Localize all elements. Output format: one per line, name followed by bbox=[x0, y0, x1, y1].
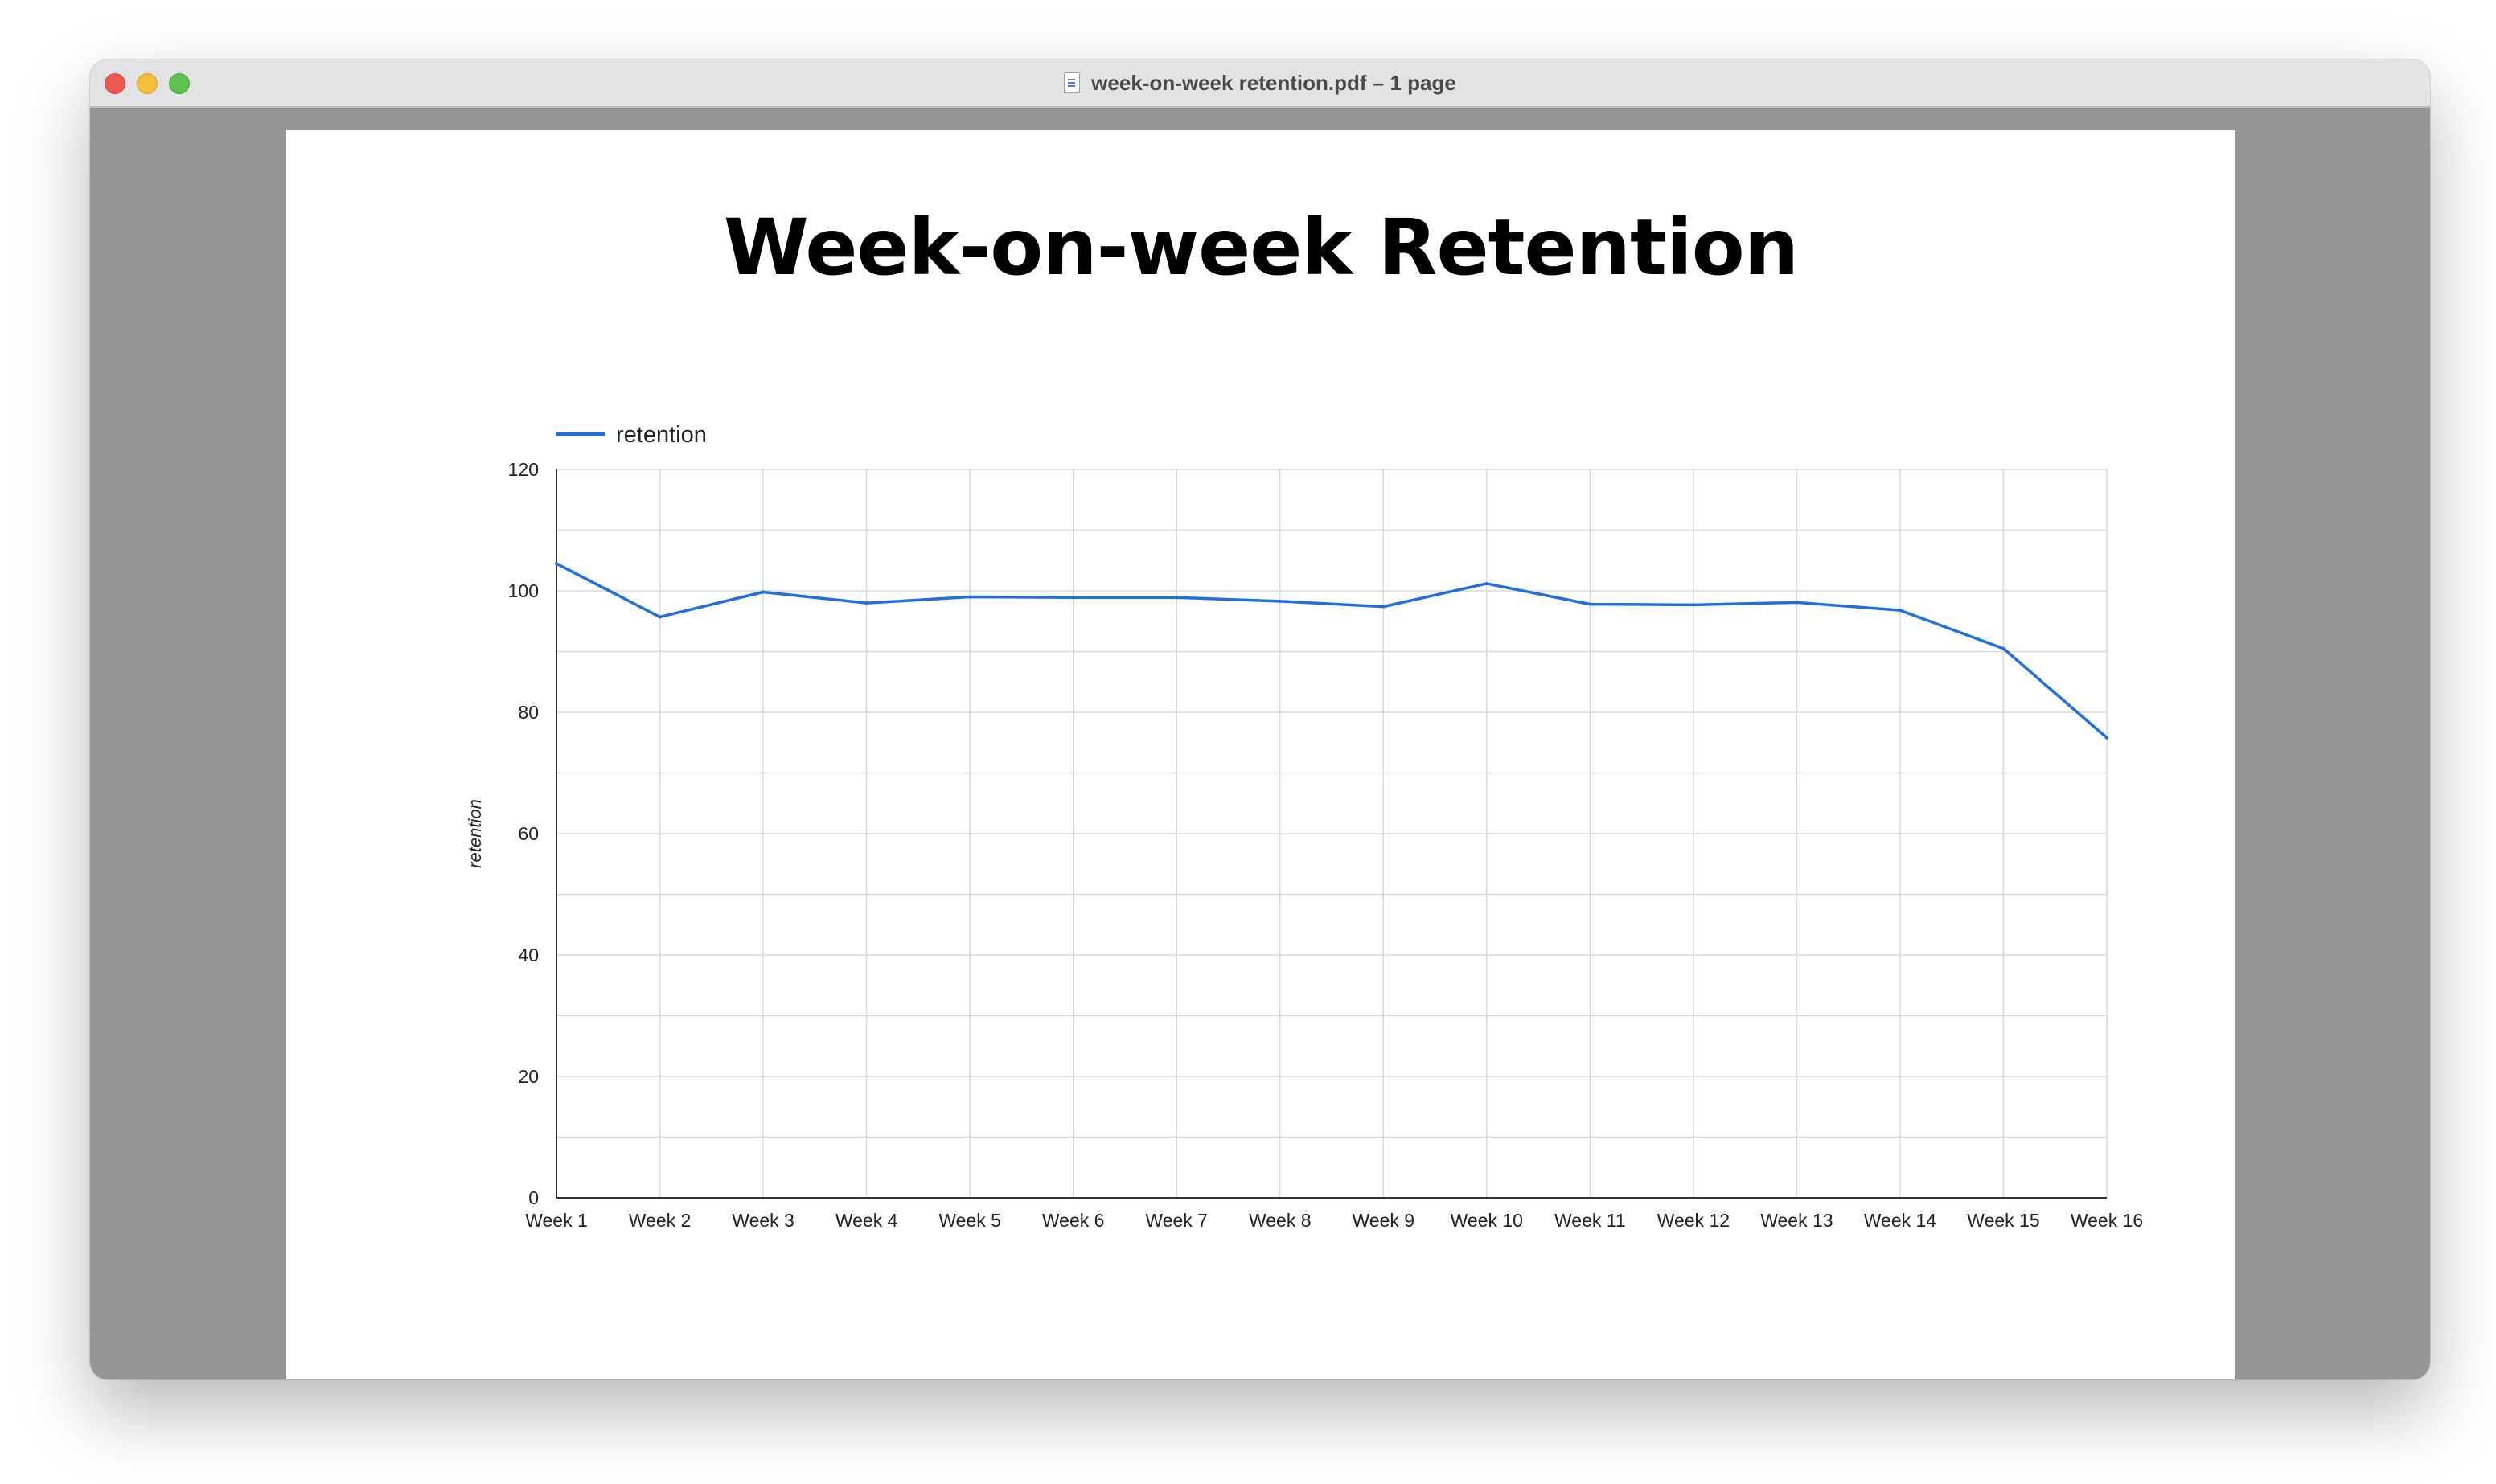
data-point bbox=[1691, 603, 1695, 607]
line-chart: 0 20 40 60 80 100 120 Week 1 Week 2 Week 3 Week 4 W… bbox=[465, 422, 2143, 1231]
data-point bbox=[2105, 736, 2108, 740]
x-tick-label: Week 13 bbox=[1760, 1210, 1833, 1231]
x-tick-label: Week 6 bbox=[1042, 1210, 1105, 1231]
data-point bbox=[1278, 599, 1282, 603]
legend-label: retention bbox=[616, 422, 707, 448]
x-tick-label: Week 9 bbox=[1352, 1210, 1414, 1231]
zoom-window-button[interactable] bbox=[169, 73, 190, 94]
x-tick-label: Week 2 bbox=[629, 1210, 692, 1231]
minimize-window-button[interactable] bbox=[137, 73, 158, 94]
data-point bbox=[2001, 646, 2005, 650]
data-point bbox=[1381, 605, 1386, 609]
data-point bbox=[1071, 596, 1075, 600]
x-tick-label: Week 14 bbox=[1864, 1210, 1937, 1231]
x-tick-label: Week 4 bbox=[835, 1210, 898, 1231]
data-point bbox=[1898, 609, 1902, 613]
title-bar[interactable]: week-on-week retention.pdf – 1 page bbox=[90, 59, 2430, 108]
data-point bbox=[762, 590, 766, 594]
data-point bbox=[1175, 596, 1179, 600]
x-tick-label: Week 3 bbox=[732, 1210, 794, 1231]
data-point bbox=[1484, 581, 1488, 585]
y-tick-label: 120 bbox=[508, 459, 539, 480]
x-tick-label: Week 15 bbox=[1967, 1210, 2039, 1231]
x-tick-label: Week 7 bbox=[1145, 1210, 1208, 1231]
data-point bbox=[1588, 602, 1592, 606]
document-heading: Week-on-week Retention bbox=[723, 203, 1799, 293]
y-tick-label: 20 bbox=[518, 1066, 539, 1087]
x-tick-label: Week 12 bbox=[1657, 1210, 1730, 1231]
y-tick-label: 60 bbox=[518, 823, 539, 844]
x-tick-label: Week 1 bbox=[525, 1210, 588, 1231]
x-tick-label: Week 5 bbox=[938, 1210, 1001, 1231]
data-point bbox=[1795, 601, 1799, 605]
y-tick-label: 100 bbox=[508, 580, 539, 601]
x-tick-label: Week 16 bbox=[2071, 1210, 2143, 1231]
pdf-viewer-window: week-on-week retention.pdf – 1 page Week… bbox=[90, 59, 2430, 1379]
y-tick-label: 80 bbox=[518, 702, 539, 723]
series-line-retention bbox=[556, 562, 2108, 740]
data-point bbox=[555, 562, 558, 566]
data-point bbox=[658, 615, 662, 619]
x-tick-label: Week 8 bbox=[1249, 1210, 1312, 1231]
x-tick-label: Week 11 bbox=[1554, 1210, 1626, 1231]
window-title: week-on-week retention.pdf – 1 page bbox=[1091, 70, 1456, 95]
y-tick-label: 40 bbox=[518, 945, 539, 965]
y-axis-title: retention bbox=[465, 799, 485, 868]
x-tick-label: Week 10 bbox=[1451, 1210, 1523, 1231]
pdf-page: Week-on-week Retention 0 20 40 60 80 100 120 We… bbox=[286, 130, 2235, 1379]
data-point bbox=[864, 601, 868, 605]
y-tick-label: 0 bbox=[528, 1187, 539, 1208]
data-point bbox=[968, 595, 972, 599]
window-title-group: week-on-week retention.pdf – 1 page bbox=[90, 59, 2430, 106]
pdf-document-icon bbox=[1064, 72, 1081, 93]
close-window-button[interactable] bbox=[105, 73, 125, 94]
